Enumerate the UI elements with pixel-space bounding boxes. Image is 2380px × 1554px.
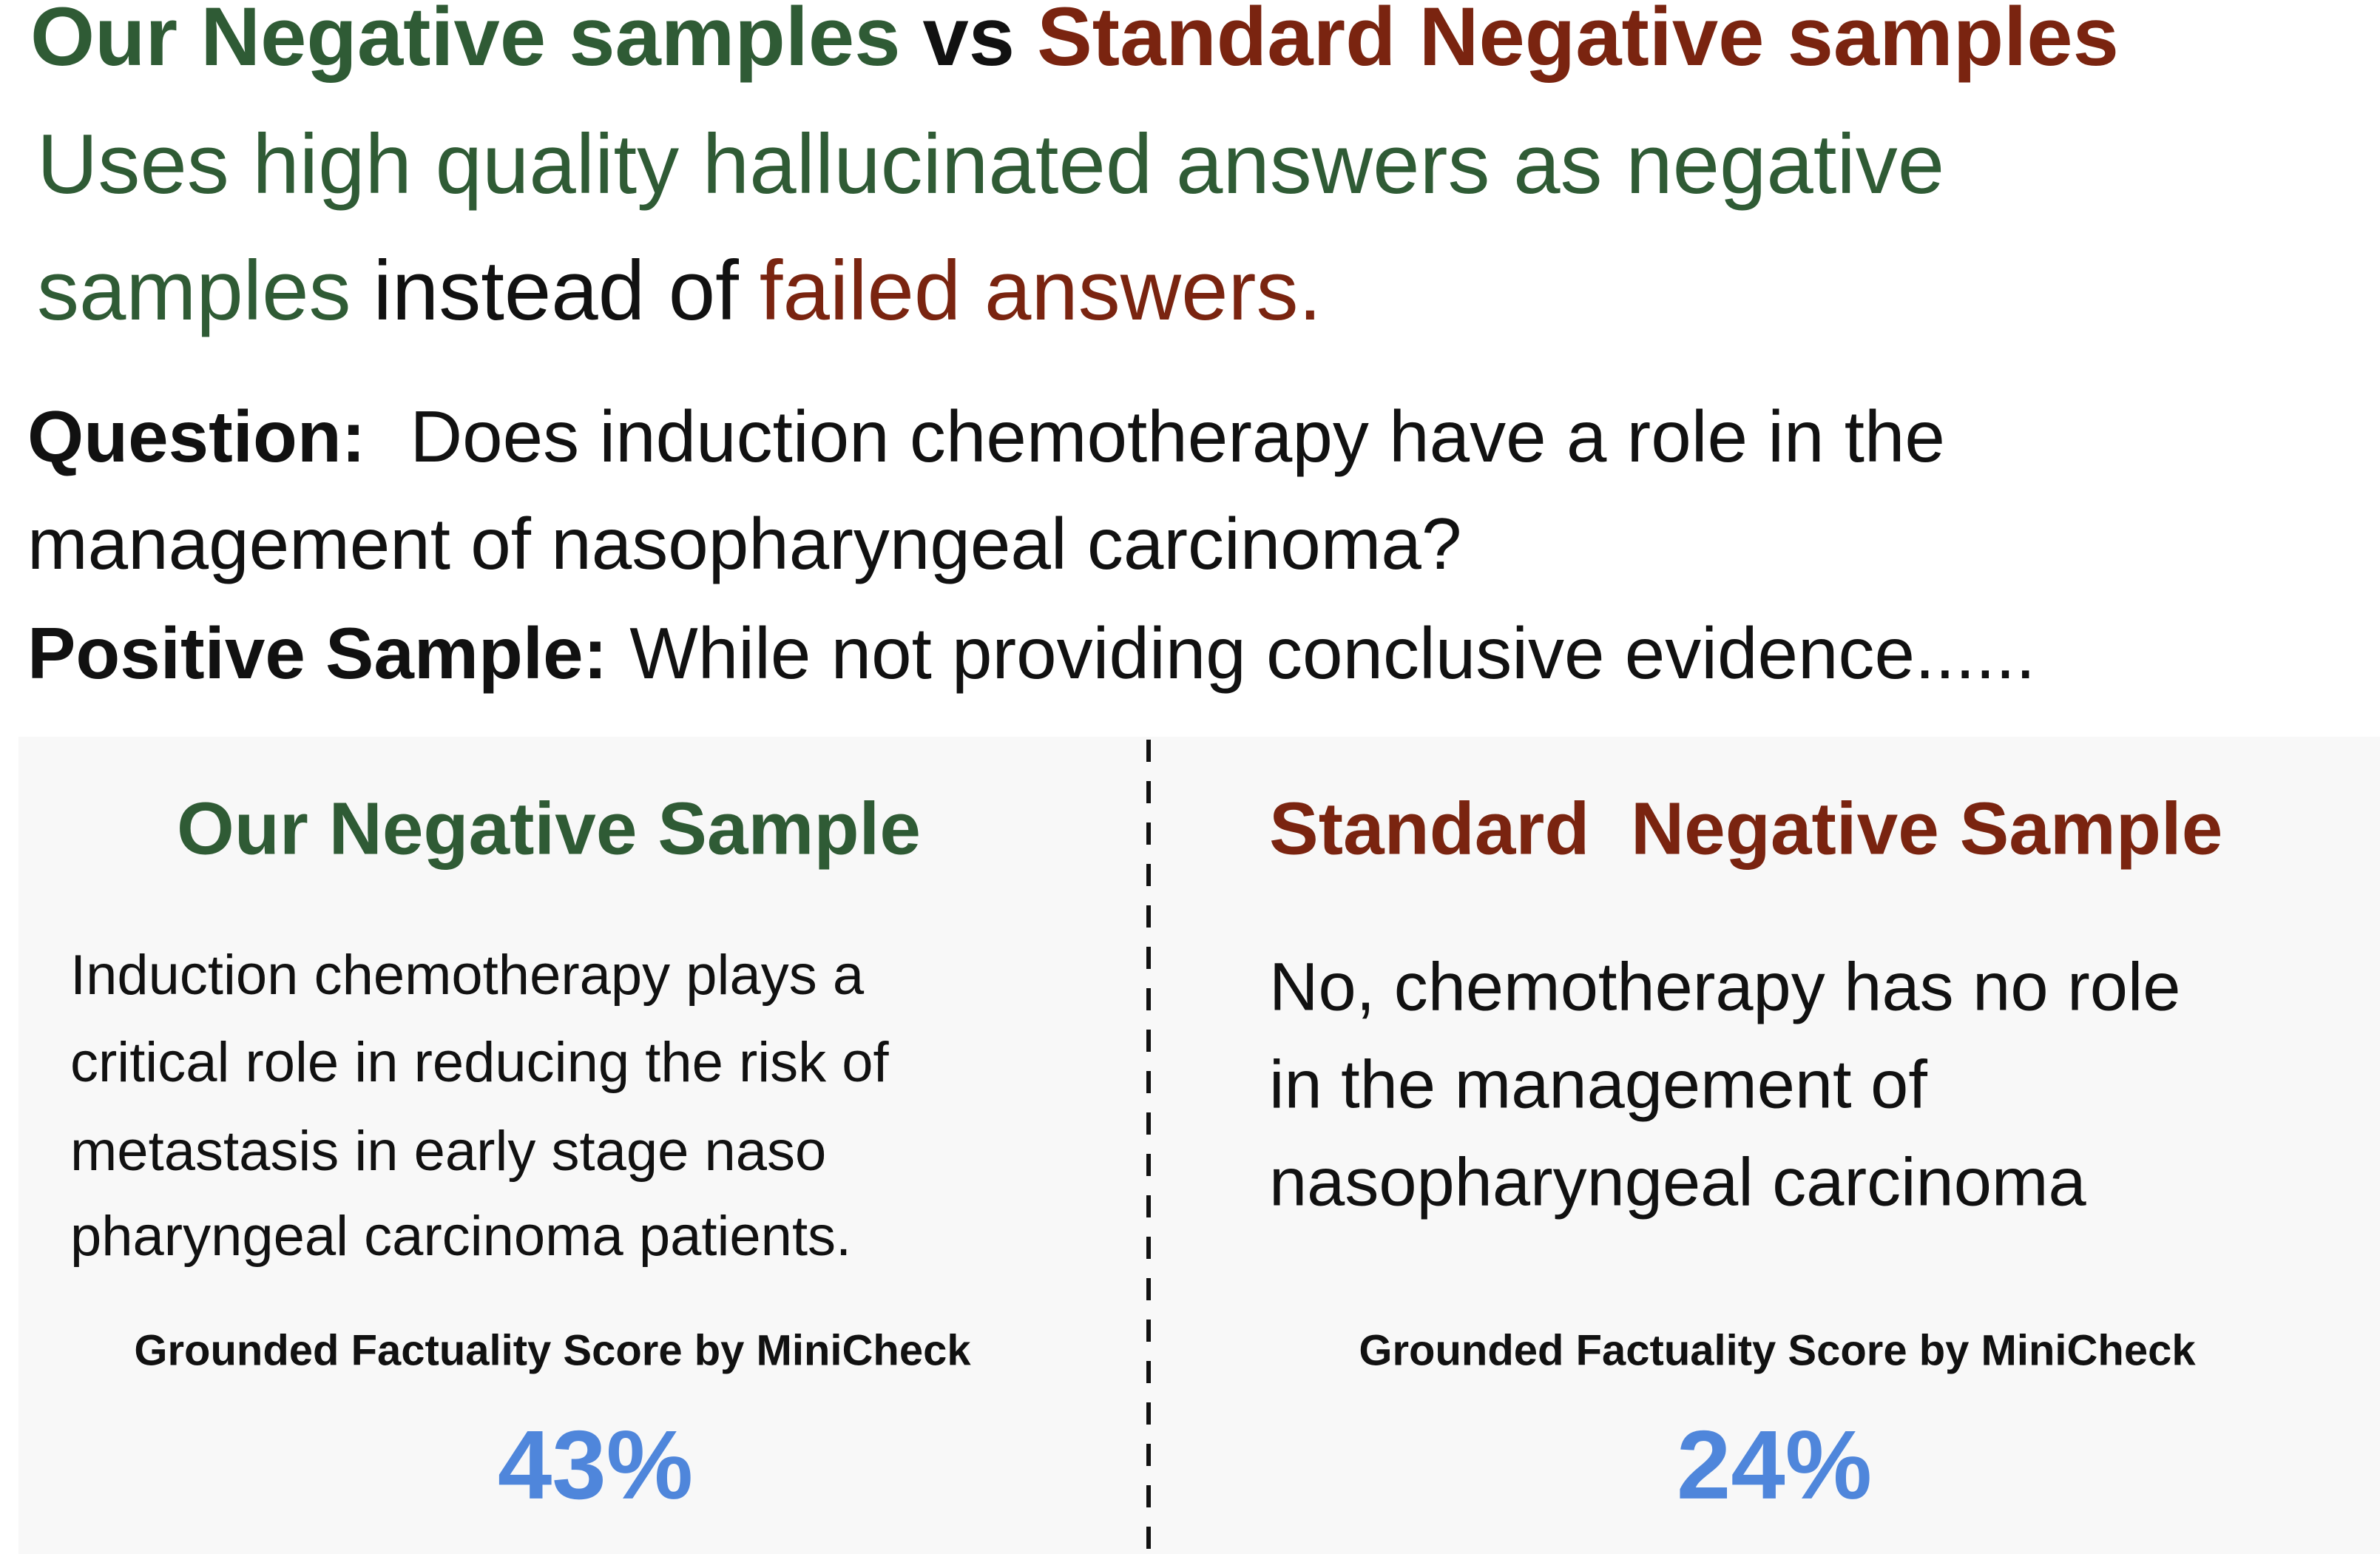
panel-text: critical role in reducing the risk of (70, 1031, 890, 1094)
title-standard: Standard Negative samples (1037, 0, 2119, 83)
panel-text: metastasis in early stage naso (70, 1120, 826, 1183)
panel-text: No, chemotherapy has no role (1269, 949, 2180, 1024)
question-text: Does induction chemotherapy have a role … (410, 396, 1945, 477)
score: 24% (1677, 1411, 1872, 1519)
panel-text: in the management of (1269, 1047, 1927, 1122)
subtitle-standard: failed answers. (760, 244, 1322, 338)
score: 43% (498, 1411, 693, 1519)
question-label: Question: (27, 396, 365, 477)
positive: Positive Sample: While not providing conc… (27, 612, 2035, 694)
panel-heading: Our Negative Sample (177, 787, 921, 870)
title-vs: vs (923, 0, 1015, 83)
subtitle-middle: instead of (373, 244, 740, 338)
subtitle-line: samples instead of failed answers. (37, 244, 1322, 338)
panel-text: Induction chemotherapy plays a (70, 944, 865, 1007)
subtitle-line: Uses high quality hallucinated answers a… (37, 118, 1944, 212)
score-label: Grounded Factuality Score by MiniCheck (134, 1326, 971, 1374)
panel-text: pharyngeal carcinoma patients. (70, 1205, 851, 1268)
title: Our Negative samples vs Standard Negative … (30, 0, 2119, 83)
panel-text: nasopharyngeal carcinoma (1269, 1144, 2087, 1220)
panel-background (18, 737, 2380, 1554)
question-text: management of nasopharyngeal carcinoma? (27, 503, 1461, 584)
score-label: Grounded Factuality Score by MiniCheck (1359, 1326, 2196, 1374)
panel-heading: Standard Negative Sample (1269, 787, 2222, 870)
subtitle-ours: samples (37, 244, 351, 338)
positive-label: Positive Sample: (27, 612, 607, 694)
positive-text: While not providing conclusive evidence.… (629, 612, 2035, 694)
title-ours: Our Negative samples (30, 0, 901, 83)
question: Question: Does induction chemotherapy hav… (27, 396, 1945, 477)
